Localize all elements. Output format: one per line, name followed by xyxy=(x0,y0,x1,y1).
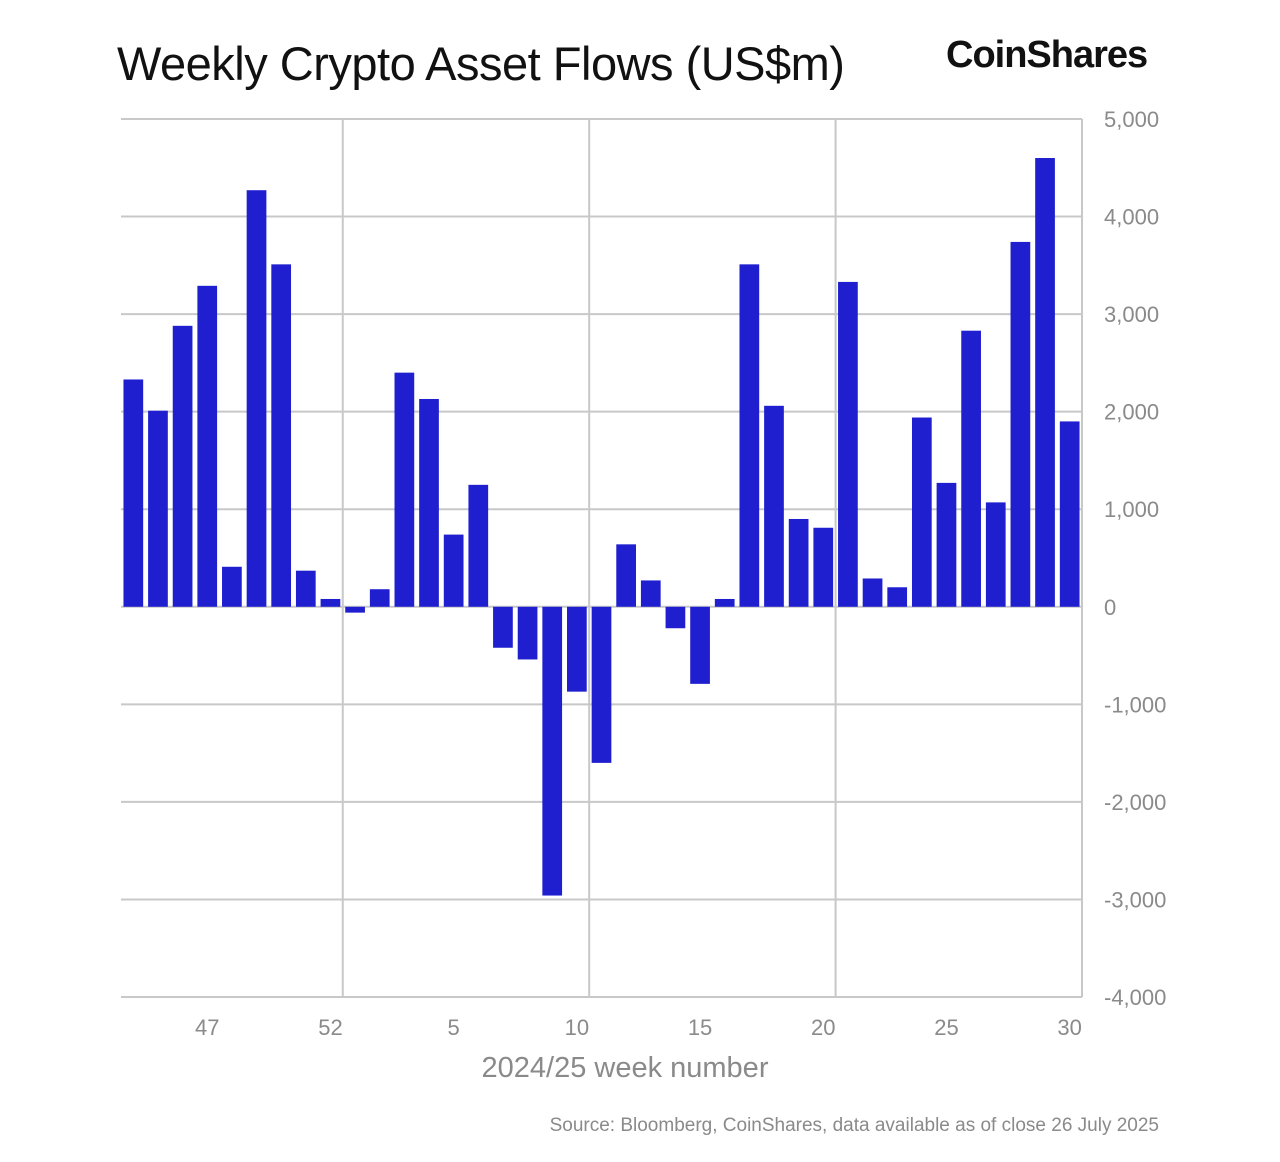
x-tick-label: 10 xyxy=(565,1015,589,1040)
x-tick-labels: 47 52 5 10 15 20 25 30 xyxy=(195,1015,1082,1040)
bar-week-9 xyxy=(542,606,563,896)
bar-week-50 xyxy=(271,264,292,607)
bar-week-16 xyxy=(714,598,735,607)
x-tick-label: 5 xyxy=(448,1015,460,1040)
bar-week-8 xyxy=(517,606,538,660)
x-tick-label: 30 xyxy=(1057,1015,1081,1040)
source-note: Source: Bloomberg, CoinShares, data avai… xyxy=(549,1115,1159,1136)
bar-week-11 xyxy=(591,606,612,763)
bar-week-5 xyxy=(443,534,464,607)
bar-week-46 xyxy=(172,325,193,607)
bars xyxy=(123,158,1080,896)
bar-week-27 xyxy=(985,502,1006,607)
bar-week-29 xyxy=(1035,158,1055,607)
bar-week-14 xyxy=(665,606,686,629)
bar-week-3 xyxy=(394,372,415,607)
bar-week-12 xyxy=(616,544,636,607)
bar-week-30 xyxy=(1059,421,1080,607)
y-tick-label: -3,000 xyxy=(1104,887,1166,912)
bar-week-28 xyxy=(1010,241,1031,607)
bar-week-10 xyxy=(567,606,587,692)
bar-week-6 xyxy=(468,484,489,607)
bar-week-52 xyxy=(320,598,341,607)
bar-week-45 xyxy=(148,410,168,607)
bar-week-47 xyxy=(197,285,218,607)
bar-week-26 xyxy=(961,330,981,607)
y-tick-label: 2,000 xyxy=(1104,400,1159,425)
y-tick-label: -4,000 xyxy=(1104,985,1166,1010)
x-axis-label: 2024/25 week number xyxy=(481,1052,769,1084)
y-tick-label: 5,000 xyxy=(1104,107,1159,132)
bar-week-44 xyxy=(123,379,144,607)
bar-week-21 xyxy=(838,281,858,607)
bar-week-17 xyxy=(739,264,760,607)
chart-title: Weekly Crypto Asset Flows (US$m) xyxy=(117,37,845,90)
y-tick-label: -1,000 xyxy=(1104,692,1166,717)
bar-week-4 xyxy=(419,398,439,607)
y-tick-label: 4,000 xyxy=(1104,205,1159,230)
y-tick-labels: 5,000 4,000 3,000 2,000 1,000 0 -1,000 -2,000 -3… xyxy=(1104,107,1166,1010)
x-tick-label: 47 xyxy=(195,1015,219,1040)
x-tick-label: 20 xyxy=(811,1015,835,1040)
bar-week-19 xyxy=(788,518,809,607)
y-tick-label: -2,000 xyxy=(1104,790,1166,815)
x-tick-label: 52 xyxy=(318,1015,342,1040)
coinshares-logo: CoinShares xyxy=(946,34,1148,76)
bar-week-15 xyxy=(690,606,710,684)
y-tick-label: 0 xyxy=(1104,595,1116,620)
bar-week-22 xyxy=(862,578,883,607)
bar-week-23 xyxy=(887,587,908,607)
bar-week-51 xyxy=(295,570,316,607)
bar-week-48 xyxy=(222,566,242,607)
bar-week-20 xyxy=(813,527,834,607)
x-tick-label: 25 xyxy=(934,1015,958,1040)
bar-week-7 xyxy=(493,606,513,648)
bar-week-49 xyxy=(246,190,267,607)
bar-week-18 xyxy=(764,405,784,607)
y-tick-label: 3,000 xyxy=(1104,302,1159,327)
bar-week-24 xyxy=(911,417,932,607)
y-tick-label: 1,000 xyxy=(1104,497,1159,522)
x-tick-label: 15 xyxy=(688,1015,712,1040)
bar-week-2 xyxy=(369,589,390,607)
bar-week-25 xyxy=(936,482,957,607)
vertical-gridlines xyxy=(341,119,837,997)
bar-week-13 xyxy=(640,580,661,607)
bar-week-1 xyxy=(345,606,365,613)
